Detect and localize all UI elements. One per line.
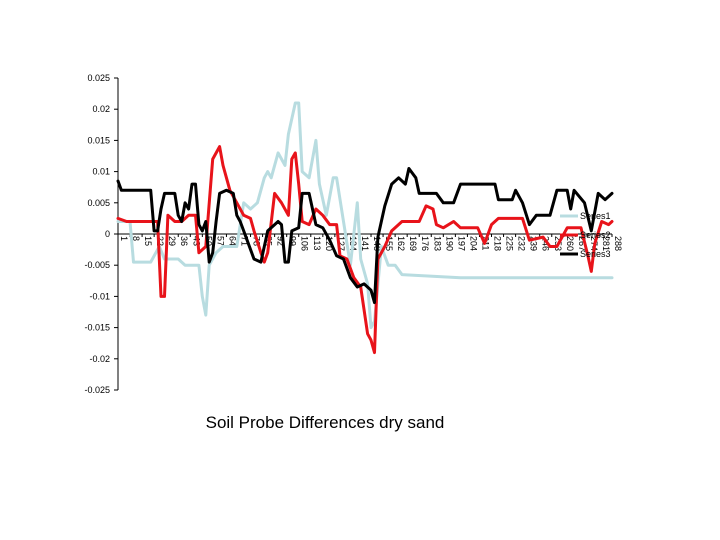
y-tick-label: 0.01 [92,167,110,177]
x-tick-label: 162 [396,236,406,251]
x-tick-label: 232 [517,236,527,251]
x-tick-label: 57 [215,236,225,246]
legend-label-3: Series3 [580,249,611,259]
y-tick-label: -0.01 [89,291,110,301]
y-tick-label: -0.015 [84,323,110,333]
x-tick-label: 155 [384,236,394,251]
x-tick-label: 141 [360,236,370,251]
y-tick-label: 0.02 [92,104,110,114]
x-tick-label: 113 [312,236,322,250]
x-tick-label: 183 [432,236,442,251]
x-tick-label: 190 [444,236,454,251]
x-tick-label: 92 [276,236,286,246]
x-tick-label: 225 [505,236,515,251]
series-line-3 [116,167,614,305]
y-tick-label: 0.025 [87,73,110,83]
x-tick-label: 29 [167,236,177,246]
x-tick-label: 204 [468,236,478,251]
series-line-2 [116,145,614,355]
y-tick-label: 0.015 [87,135,110,145]
y-tick-label: -0.005 [84,260,110,270]
x-tick-label: 64 [227,236,237,246]
x-tick-label: 8 [131,236,141,241]
x-tick-label: 169 [408,236,418,251]
x-tick-label: 22 [155,236,165,246]
x-tick-label: 127 [336,236,346,251]
x-tick-label: 260 [565,236,575,251]
x-tick-label: 281 [601,236,611,251]
chart-title: Soil Probe Differences dry sand [205,413,445,432]
x-tick-label: 36 [179,236,189,246]
x-tick-label: 1 [119,236,129,241]
series-line-1 [116,101,614,330]
x-tick-label: 239 [529,236,539,251]
x-tick-label: 288 [613,236,623,251]
legend-label-2: Series2 [580,230,611,240]
y-tick-label: -0.025 [84,385,110,395]
x-tick-label: 176 [420,236,430,251]
legend-label-1: Series1 [580,211,611,221]
y-tick-label: 0 [105,229,110,239]
y-tick-label: -0.02 [89,354,110,364]
x-tick-label: 197 [456,236,466,251]
legend: Series1 Series2 Series3 [560,211,611,259]
x-tick-label: 43 [191,236,201,246]
x-tick-label: 267 [577,236,587,251]
x-tick-label: 218 [493,236,503,251]
x-tick-label: 106 [300,236,310,251]
series-group [116,101,614,355]
x-tick-label: 99 [288,236,298,246]
x-tick-label: 71 [239,236,249,246]
x-tick-label: 120 [324,236,334,251]
y-tick-label: 0.005 [87,198,110,208]
x-tick-label: 15 [143,236,153,246]
y-axis: 0.025 0.02 0.015 0.01 0.005 0 -0.005 -0.01 -0.01… [84,73,119,395]
x-tick-label: 246 [541,236,551,251]
